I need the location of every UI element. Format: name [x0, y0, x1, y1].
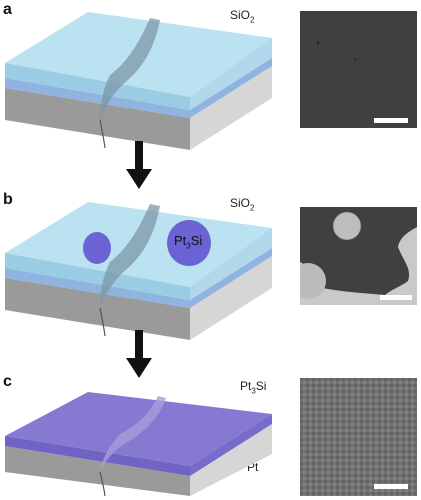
pt3si-island-large [167, 220, 211, 266]
island-label-b: Pt3Si [174, 233, 203, 251]
panel-label-a: a [3, 1, 12, 18]
process-arrow-2 [126, 330, 152, 378]
grain-boundary [100, 18, 160, 120]
top-layer-label-a: SiO2 [230, 8, 255, 25]
pt-block-front [5, 88, 190, 150]
layer-stack-schematic-c [5, 392, 272, 497]
sio2-film-front [5, 63, 190, 110]
top-layer-label-b: SiO2 [230, 196, 255, 213]
panel-label-c: c [3, 373, 12, 390]
pt3si-film-front [5, 436, 190, 476]
scale-bar-c [374, 484, 408, 489]
process-arrow-1 [126, 141, 152, 189]
top-layer-label-c: Pt3Si [240, 379, 267, 396]
scale-bar-a [374, 118, 408, 123]
sem-image-c [300, 378, 417, 496]
panel-b: b SiO2 Pt Pt3Si [0, 190, 421, 350]
pt-top-band [5, 58, 272, 118]
sem-image-b [300, 207, 417, 305]
panel-c: c Pt3Si Pt [0, 372, 421, 500]
panel-a: a SiO2 Pt [0, 0, 421, 160]
pt3si-film-right [190, 414, 272, 476]
pt-block-right [190, 66, 272, 150]
panel-label-b: b [3, 191, 13, 208]
layer-stack-schematic-b [5, 202, 272, 340]
sem-island-b [332, 211, 362, 241]
bottom-layer-label-c: Pt [247, 460, 259, 474]
sio2-film-right [190, 38, 272, 110]
layer-stack-schematic-a [5, 12, 272, 150]
sem-image-a [300, 11, 417, 128]
scale-bar-b [380, 295, 412, 300]
pt3si-island-small [83, 232, 111, 264]
